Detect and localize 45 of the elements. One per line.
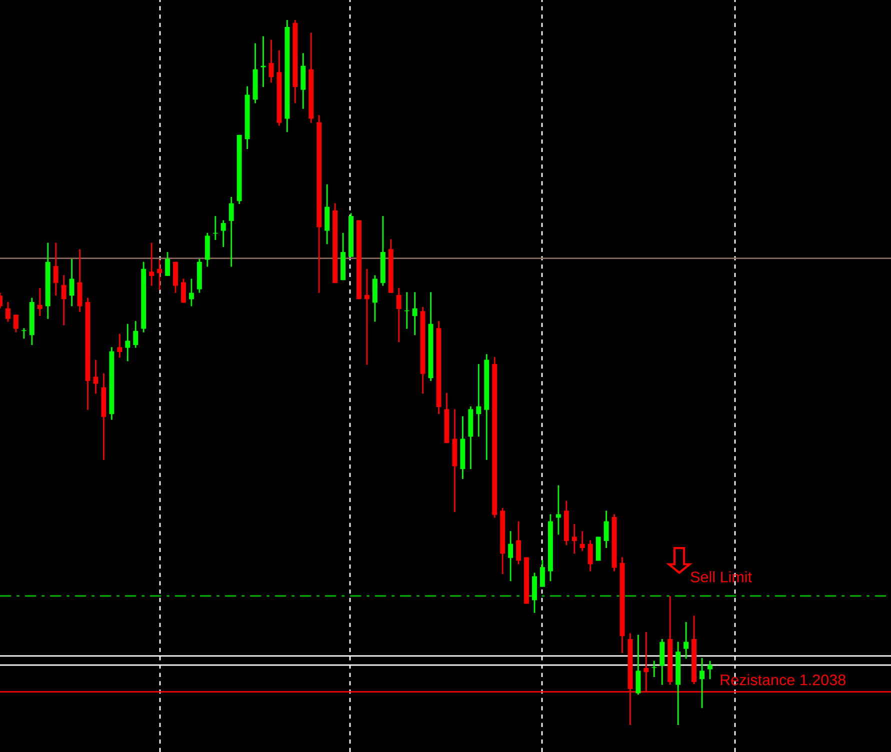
- candlestick: [6, 301, 10, 322]
- candlestick: [372, 274, 378, 322]
- candlestick: [508, 530, 514, 582]
- candlestick: [268, 39, 274, 84]
- annotation: Sell Limit: [690, 571, 752, 582]
- candlestick: [69, 258, 74, 307]
- candlestick: [540, 559, 545, 588]
- candlestick: [684, 621, 689, 660]
- candlestick: [652, 660, 657, 678]
- candlestick: [572, 523, 577, 554]
- candlestick: [396, 287, 402, 343]
- candlestick: [149, 242, 154, 286]
- candlestick: [61, 274, 66, 326]
- candlestick: [125, 323, 130, 362]
- candlestick: [13, 314, 18, 334]
- ref-line-label: Rezistance 1.2038: [720, 674, 846, 686]
- candlestick: [700, 657, 704, 709]
- candlestick: [708, 660, 712, 680]
- candlestick: [188, 278, 194, 307]
- candlestick: [117, 333, 122, 358]
- candlestick: [133, 320, 138, 349]
- candlestick: [412, 291, 418, 336]
- candlestick: [181, 278, 186, 304]
- candlestick: [228, 196, 234, 268]
- candlestick: [604, 510, 609, 549]
- candlestick: [636, 634, 641, 696]
- candlestick: [53, 242, 58, 296]
- candlestick: [204, 232, 210, 268]
- candlestick: [476, 363, 482, 438]
- candlestick: [516, 520, 522, 565]
- candlestick: [580, 530, 585, 552]
- candlestick: [588, 540, 593, 572]
- candlestick: [532, 572, 537, 614]
- candlestick: [364, 268, 370, 366]
- candlestick: [93, 359, 98, 394]
- candlestick: [300, 52, 306, 110]
- candlestick: [556, 484, 561, 536]
- candlestick: [173, 261, 178, 294]
- candlestick: [165, 251, 170, 277]
- candlestick: [157, 259, 162, 291]
- candlestick: [324, 184, 330, 245]
- candlestick: [21, 327, 26, 340]
- candlestick: [220, 220, 226, 248]
- candlestick: [37, 287, 42, 317]
- candlestick: [660, 638, 665, 686]
